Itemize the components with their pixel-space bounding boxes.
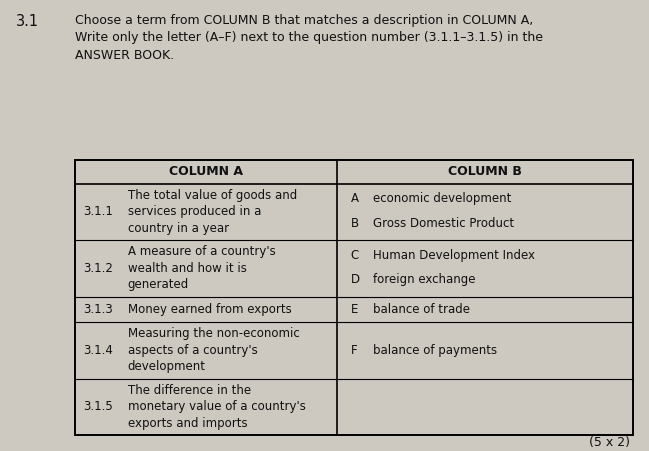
Text: 3.1.4: 3.1.4: [83, 344, 113, 357]
Text: balance of trade: balance of trade: [373, 303, 470, 316]
Text: B: B: [350, 216, 359, 230]
Text: COLUMN A: COLUMN A: [169, 166, 243, 178]
Text: 3.1: 3.1: [16, 14, 40, 28]
Text: D: D: [350, 273, 360, 286]
Text: Human Development Index: Human Development Index: [373, 249, 535, 262]
Text: Gross Domestic Product: Gross Domestic Product: [373, 216, 514, 230]
Text: Measuring the non-economic
aspects of a country's
development: Measuring the non-economic aspects of a …: [128, 327, 300, 373]
Text: 3.1.3: 3.1.3: [83, 303, 113, 316]
Text: Money earned from exports: Money earned from exports: [128, 303, 291, 316]
Text: 3.1.2: 3.1.2: [83, 262, 113, 275]
Text: The difference in the
monetary value of a country's
exports and imports: The difference in the monetary value of …: [128, 384, 306, 430]
Text: A measure of a country's
wealth and how it is
generated: A measure of a country's wealth and how …: [128, 245, 276, 291]
Text: A: A: [350, 192, 358, 205]
Text: COLUMN B: COLUMN B: [448, 166, 522, 178]
Text: (5 x 2): (5 x 2): [589, 436, 630, 449]
Text: The total value of goods and
services produced in a
country in a year: The total value of goods and services pr…: [128, 189, 297, 235]
Text: 3.1.5: 3.1.5: [83, 400, 113, 414]
Text: 3.1.1: 3.1.1: [83, 205, 113, 218]
Text: foreign exchange: foreign exchange: [373, 273, 476, 286]
Text: E: E: [350, 303, 358, 316]
Text: C: C: [350, 249, 359, 262]
Text: balance of payments: balance of payments: [373, 344, 497, 357]
Text: F: F: [350, 344, 357, 357]
Text: economic development: economic development: [373, 192, 511, 205]
Text: Choose a term from COLUMN B that matches a description in COLUMN A,
Write only t: Choose a term from COLUMN B that matches…: [75, 14, 543, 61]
